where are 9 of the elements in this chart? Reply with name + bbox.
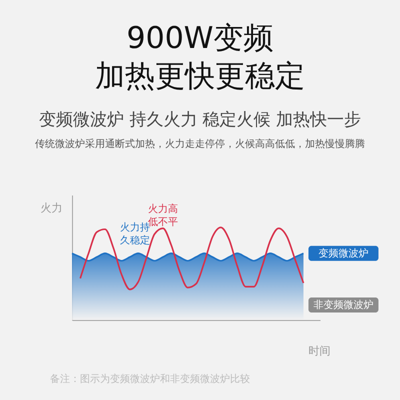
- text: 变频微波炉 持久火力 稳定火候 加热快一步: [38, 109, 362, 131]
- y-axis-title: 火力: [40, 202, 62, 214]
- chart-title: 900W变频: [126, 20, 274, 58]
- x-axis-title: 时间: [308, 344, 330, 358]
- chart-subtitle: 加热更快更稳定: [94, 58, 306, 96]
- series-label: 非变频微波炉: [313, 298, 374, 311]
- series-label: 变频微波炉: [318, 247, 368, 260]
- text: 传统微波炉采用通断式加热，火力走走停停，火候高高低低，加热慢慢腾腾: [34, 138, 366, 151]
- annotation: 火力持久稳定: [120, 221, 150, 246]
